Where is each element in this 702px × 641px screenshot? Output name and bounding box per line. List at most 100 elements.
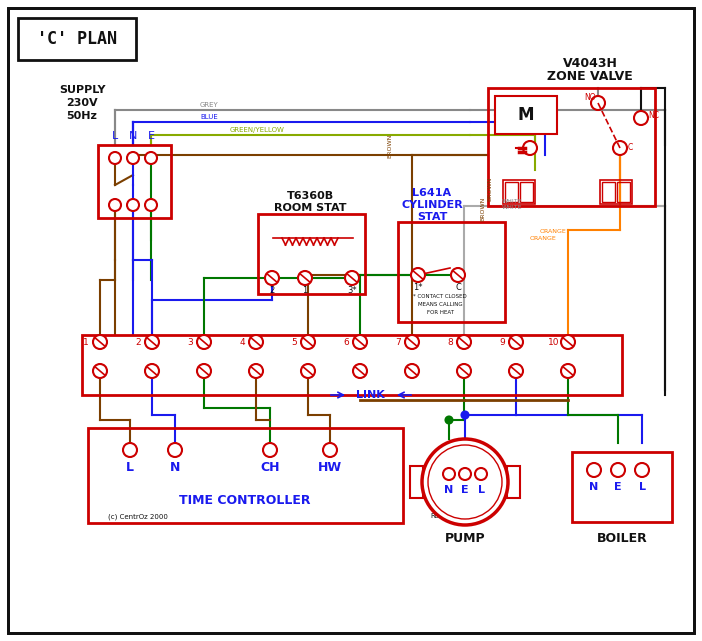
Circle shape	[587, 463, 601, 477]
Circle shape	[249, 335, 263, 349]
Text: 2: 2	[270, 285, 274, 294]
Text: SUPPLY: SUPPLY	[59, 85, 105, 95]
Text: 9: 9	[499, 338, 505, 347]
Text: L: L	[112, 131, 118, 141]
Circle shape	[451, 268, 465, 282]
Circle shape	[109, 152, 121, 164]
Text: 8: 8	[447, 338, 453, 347]
Circle shape	[405, 364, 419, 378]
Circle shape	[145, 364, 159, 378]
Circle shape	[353, 364, 367, 378]
Text: ORANGE: ORANGE	[540, 229, 567, 234]
Circle shape	[428, 445, 502, 519]
Circle shape	[93, 364, 107, 378]
Circle shape	[93, 335, 107, 349]
Circle shape	[249, 364, 263, 378]
Circle shape	[457, 364, 471, 378]
Text: CYLINDER: CYLINDER	[401, 200, 463, 210]
Text: 2: 2	[135, 338, 141, 347]
Text: 10: 10	[548, 338, 559, 347]
Text: L: L	[477, 485, 484, 495]
Text: T6360B: T6360B	[286, 191, 333, 201]
Text: L641A: L641A	[413, 188, 451, 198]
Circle shape	[443, 468, 455, 480]
Circle shape	[345, 271, 359, 285]
Circle shape	[197, 364, 211, 378]
Text: ROOM STAT: ROOM STAT	[274, 203, 346, 213]
Text: C: C	[628, 143, 633, 152]
Circle shape	[634, 111, 648, 125]
Circle shape	[591, 96, 605, 110]
FancyBboxPatch shape	[495, 96, 557, 134]
Circle shape	[611, 463, 625, 477]
Text: BROWN: BROWN	[480, 197, 485, 221]
Circle shape	[145, 199, 157, 211]
Circle shape	[509, 335, 523, 349]
Text: M: M	[518, 106, 534, 124]
Text: 5: 5	[291, 338, 297, 347]
Circle shape	[323, 443, 337, 457]
Text: 3: 3	[187, 338, 193, 347]
Text: BLUE: BLUE	[200, 114, 218, 120]
Text: L: L	[126, 460, 134, 474]
Circle shape	[127, 152, 139, 164]
Circle shape	[561, 364, 575, 378]
Circle shape	[301, 335, 315, 349]
Text: LINK: LINK	[356, 390, 385, 400]
Circle shape	[523, 141, 537, 155]
Circle shape	[301, 364, 315, 378]
Circle shape	[127, 199, 139, 211]
Text: 'C' PLAN: 'C' PLAN	[37, 30, 117, 48]
Text: Rev1d: Rev1d	[430, 513, 451, 519]
FancyBboxPatch shape	[8, 8, 694, 633]
Text: STAT: STAT	[417, 212, 447, 222]
Text: E: E	[461, 485, 469, 495]
Circle shape	[457, 335, 471, 349]
Circle shape	[123, 443, 137, 457]
Circle shape	[197, 335, 211, 349]
Text: N: N	[170, 460, 180, 474]
Text: WHITE: WHITE	[502, 199, 522, 204]
Text: ORANGE: ORANGE	[530, 236, 557, 241]
Text: 6: 6	[343, 338, 349, 347]
Text: HW: HW	[318, 460, 342, 474]
Circle shape	[353, 335, 367, 349]
Circle shape	[613, 141, 627, 155]
Text: 7: 7	[395, 338, 401, 347]
Circle shape	[168, 443, 182, 457]
Text: FOR HEAT: FOR HEAT	[427, 310, 453, 315]
Text: E: E	[147, 131, 154, 141]
Text: L: L	[639, 482, 646, 492]
Circle shape	[109, 199, 121, 211]
Text: V4043H: V4043H	[562, 56, 618, 69]
Text: BROWN: BROWN	[487, 177, 493, 201]
Text: BROWN: BROWN	[388, 133, 392, 158]
Text: NO: NO	[584, 93, 595, 102]
Text: BOILER: BOILER	[597, 531, 647, 544]
Text: N: N	[444, 485, 453, 495]
Text: * CONTACT CLOSED: * CONTACT CLOSED	[413, 294, 467, 299]
Text: (c) CentrOz 2000: (c) CentrOz 2000	[108, 513, 168, 519]
Text: 3*: 3*	[347, 285, 357, 294]
FancyBboxPatch shape	[18, 18, 136, 60]
Circle shape	[145, 152, 157, 164]
Text: TIME CONTROLLER: TIME CONTROLLER	[179, 494, 311, 506]
Text: PUMP: PUMP	[444, 531, 485, 544]
Text: MEANS CALLING: MEANS CALLING	[418, 301, 463, 306]
Circle shape	[422, 439, 508, 525]
Text: GREY: GREY	[200, 102, 219, 108]
Text: N: N	[128, 131, 137, 141]
Circle shape	[263, 443, 277, 457]
Text: 1*: 1*	[413, 283, 423, 292]
Text: CH: CH	[260, 460, 280, 474]
Text: WHITE: WHITE	[502, 205, 522, 210]
Circle shape	[145, 335, 159, 349]
Text: N: N	[590, 482, 599, 492]
Circle shape	[461, 412, 468, 419]
Text: 1: 1	[83, 338, 89, 347]
Text: 4: 4	[239, 338, 245, 347]
Text: 1: 1	[303, 285, 307, 294]
Text: E: E	[614, 482, 622, 492]
Circle shape	[265, 271, 279, 285]
Text: 50Hz: 50Hz	[67, 111, 98, 121]
